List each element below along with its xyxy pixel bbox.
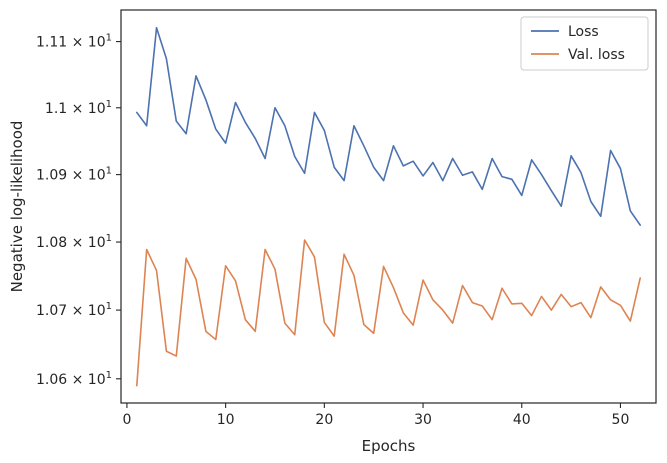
x-axis-label: Epochs <box>362 437 416 455</box>
plot-frame <box>120 9 657 404</box>
legend-label-1: Val. loss <box>568 47 625 63</box>
legend-label-0: Loss <box>568 24 599 40</box>
y-tick-label: 1.1 × 101 <box>45 99 112 117</box>
x-tick-label: 50 <box>612 412 630 428</box>
y-tick-label: 1.11 × 101 <box>36 33 112 51</box>
y-tick-label: 1.09 × 101 <box>36 166 112 184</box>
legend: Loss Val. loss <box>520 16 649 71</box>
series-line-0 <box>135 26 642 226</box>
series-layer <box>135 26 642 387</box>
x-tick-label: 10 <box>217 412 235 428</box>
x-tick-label: 40 <box>513 412 531 428</box>
y-axis: 1.06 × 101 1.07 × 101 1.08 × 101 1.09 × 101… <box>36 33 121 388</box>
y-tick-label: 1.06 × 101 <box>36 370 112 388</box>
plot-background <box>121 10 656 403</box>
x-tick-label: 30 <box>414 412 432 428</box>
y-tick-label: 1.08 × 101 <box>36 233 112 251</box>
x-tick-label: 20 <box>315 412 333 428</box>
series-line-1 <box>135 239 642 387</box>
y-tick-label: 1.07 × 101 <box>36 301 112 319</box>
y-axis-label: Negative log-likelihood <box>8 121 26 293</box>
x-axis: 0 10 20 30 40 50 <box>122 403 629 428</box>
x-tick-label: 0 <box>122 412 131 428</box>
